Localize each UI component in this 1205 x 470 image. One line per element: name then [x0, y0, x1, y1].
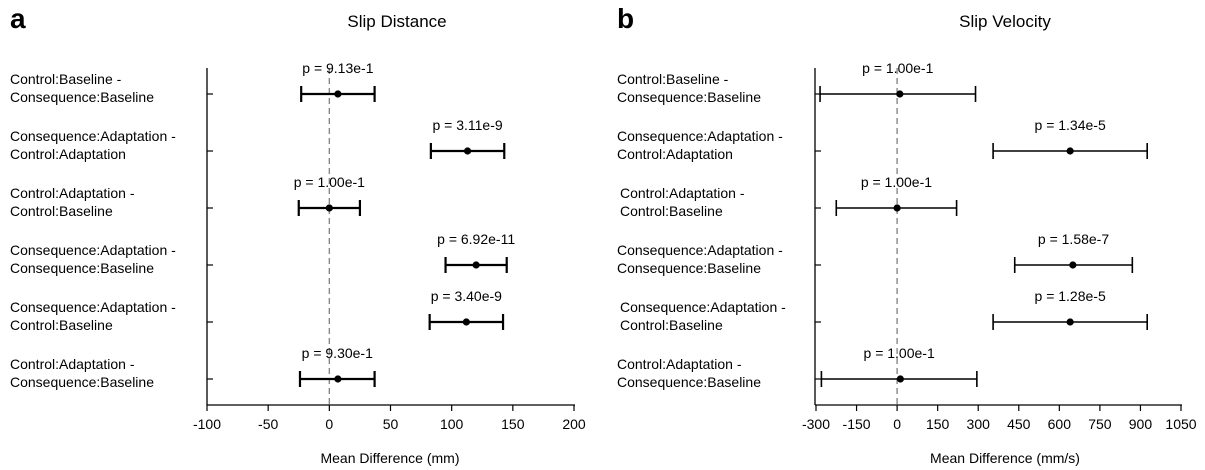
x-tick-label: 900 [1129, 416, 1153, 432]
x-tick-label: 600 [1048, 416, 1072, 432]
mean-point [896, 90, 904, 98]
category-label-line2: Control:Adaptation [10, 146, 126, 162]
category-label-line1: Consequence:Adaptation - [10, 128, 176, 144]
category-label-line1: Control:Adaptation - [620, 185, 745, 201]
category-label-line2: Control:Baseline [10, 203, 113, 219]
category-label-line1: Consequence:Adaptation - [620, 299, 786, 315]
category-label-line1: Control:Adaptation - [617, 356, 742, 372]
panel-letter-b: b [617, 3, 634, 34]
category-label-line1: Control:Baseline - [617, 71, 729, 87]
category-label-line2: Consequence:Baseline [10, 374, 154, 390]
x-tick-label: 200 [562, 416, 586, 432]
x-axis-label: Mean Difference (mm/s) [930, 450, 1080, 466]
category-label-line2: Control:Adaptation [617, 146, 733, 162]
panel-letter-a: a [10, 3, 26, 34]
x-tick-label: 150 [926, 416, 950, 432]
mean-point [462, 318, 470, 326]
x-axis-label: Mean Difference (mm) [320, 450, 459, 466]
x-tick-label: 1050 [1165, 416, 1196, 432]
p-value-label: p = 9.13e-1 [302, 60, 373, 76]
p-value-label: p = 1.00e-1 [862, 60, 933, 76]
category-label-line2: Consequence:Baseline [10, 260, 154, 276]
mean-point [334, 375, 342, 383]
mean-point [472, 261, 480, 269]
p-value-label: p = 1.00e-1 [864, 345, 935, 361]
category-label-line2: Consequence:Baseline [617, 89, 761, 105]
mean-point [1066, 147, 1074, 155]
category-label-line1: Control:Adaptation - [10, 185, 135, 201]
p-value-label: p = 6.92e-11 [437, 231, 515, 247]
category-label-line2: Consequence:Baseline [10, 89, 154, 105]
mean-point [325, 204, 333, 212]
category-label-line2: Control:Baseline [620, 203, 723, 219]
mean-point [1066, 318, 1074, 326]
x-tick-label: 450 [1007, 416, 1031, 432]
mean-point [334, 90, 342, 98]
x-tick-label: 100 [440, 416, 464, 432]
p-value-label: p = 1.00e-1 [294, 174, 365, 190]
mean-point [896, 375, 904, 383]
x-tick-label: 750 [1088, 416, 1112, 432]
x-tick-label: 50 [383, 416, 399, 432]
p-value-label: p = 1.58e-7 [1038, 231, 1109, 247]
category-label-line2: Consequence:Baseline [617, 374, 761, 390]
category-label-line1: Control:Adaptation - [10, 356, 135, 372]
p-value-label: p = 1.28e-5 [1035, 288, 1106, 304]
p-value-label: p = 1.34e-5 [1035, 117, 1106, 133]
x-tick-label: -100 [193, 416, 221, 432]
chart-title: Slip Velocity [959, 12, 1051, 31]
category-label-line2: Consequence:Baseline [617, 260, 761, 276]
category-label-line1: Consequence:Adaptation - [617, 242, 783, 258]
p-value-label: p = 1.00e-1 [861, 174, 932, 190]
category-label-line2: Control:Baseline [620, 317, 723, 333]
category-label-line1: Control:Baseline - [10, 71, 122, 87]
x-tick-label: -50 [258, 416, 278, 432]
category-label-line1: Consequence:Adaptation - [10, 242, 176, 258]
p-value-label: p = 3.40e-9 [431, 288, 502, 304]
x-tick-label: 0 [325, 416, 333, 432]
mean-point [463, 147, 472, 155]
x-tick-label: 300 [967, 416, 991, 432]
x-tick-label: 150 [501, 416, 525, 432]
chart-title: Slip Distance [347, 12, 446, 31]
x-tick-label: 0 [893, 416, 901, 432]
x-tick-label: -300 [802, 416, 830, 432]
mean-point [893, 204, 901, 212]
category-label-line1: Consequence:Adaptation - [617, 128, 783, 144]
p-value-label: p = 9.30e-1 [302, 345, 373, 361]
mean-point [1069, 261, 1077, 269]
category-label-line2: Control:Baseline [10, 317, 113, 333]
x-tick-label: -150 [843, 416, 871, 432]
category-label-line1: Consequence:Adaptation - [10, 299, 176, 315]
p-value-label: p = 3.11e-9 [432, 117, 502, 133]
